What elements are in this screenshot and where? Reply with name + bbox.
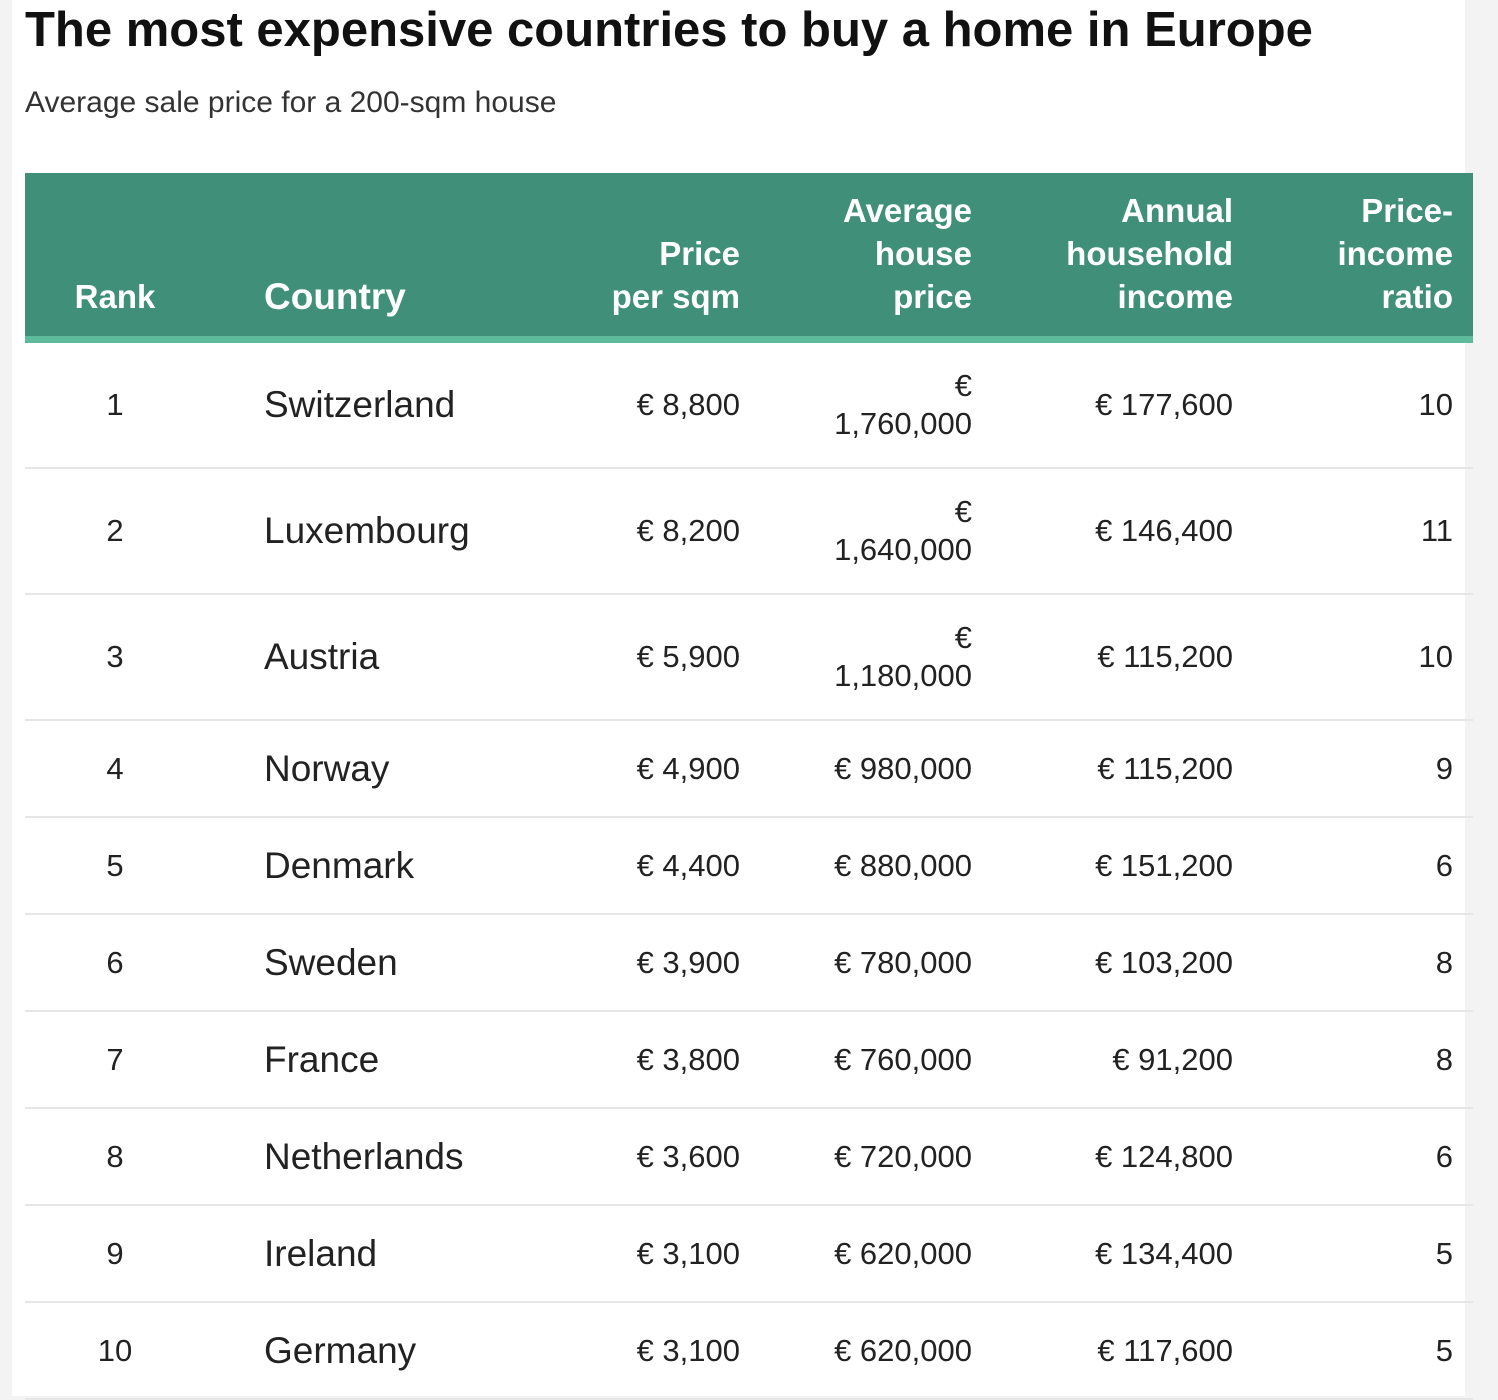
cell: € 4,900 [580, 720, 760, 818]
cell: € 103,200 [992, 914, 1253, 1012]
header-line: household [1066, 235, 1233, 272]
cell: € 3,800 [580, 1011, 760, 1109]
table-row: 1 Switzerland € 8,800 € 1,760,000 € 177,600 1… [25, 339, 1473, 469]
cell: € 1,640,000 [760, 468, 992, 595]
subtitle: Average sale price for a 200-sqm house [25, 86, 557, 119]
cell: 8 [1253, 914, 1473, 1012]
cell: € 134,400 [992, 1205, 1253, 1303]
cell: Sweden [205, 914, 580, 1012]
cell: € 117,600 [992, 1302, 1253, 1400]
table-row: 8 Netherlands € 3,600 € 720,000 € 124,800 6 [25, 1108, 1473, 1206]
table-row: 2 Luxembourg € 8,200 € 1,640,000 € 146,400 11 [25, 468, 1473, 595]
header-line: Price- [1361, 192, 1453, 229]
cell: 2 [25, 468, 205, 595]
cell: France [205, 1011, 580, 1109]
cell: 3 [25, 594, 205, 721]
table-row: 3 Austria € 5,900 € 1,180,000 € 115,200 10 [25, 594, 1473, 721]
column-header: Rank [25, 173, 205, 343]
cell: 8 [25, 1108, 205, 1206]
column-header: Price per sqm [580, 173, 760, 343]
cell: € 620,000 [760, 1205, 992, 1303]
cell: 1 [25, 339, 205, 469]
cell: € 3,100 [580, 1205, 760, 1303]
cell: Switzerland [205, 339, 580, 469]
cell: € 1,180,000 [760, 594, 992, 721]
cell: € 880,000 [760, 817, 992, 915]
cell: € 3,900 [580, 914, 760, 1012]
cell: 5 [1253, 1205, 1473, 1303]
table-row: 7 France € 3,800 € 760,000 € 91,200 8 [25, 1011, 1473, 1109]
column-header: Price-income ratio [1253, 173, 1473, 343]
cell: Germany [205, 1302, 580, 1400]
header-line: ratio [1381, 278, 1453, 315]
header-line: per sqm [611, 278, 740, 315]
table-row: 6 Sweden € 3,900 € 780,000 € 103,200 8 [25, 914, 1473, 1012]
table: Rank Country Price per sqm Average house price… [25, 173, 1473, 1400]
header-line: Price [659, 235, 740, 272]
table-body: 1 Switzerland € 8,800 € 1,760,000 € 177,600 1… [25, 339, 1473, 1400]
cell: 8 [1253, 1011, 1473, 1109]
cell: € 8,200 [580, 468, 760, 595]
cell: 5 [25, 817, 205, 915]
header-line: house [874, 235, 972, 272]
cell: € 3,600 [580, 1108, 760, 1206]
cell: € 146,400 [992, 468, 1253, 595]
cell: Netherlands [205, 1108, 580, 1206]
table-row: 9 Ireland € 3,100 € 620,000 € 134,400 5 [25, 1205, 1473, 1303]
cell: € 124,800 [992, 1108, 1253, 1206]
cell: € 980,000 [760, 720, 992, 818]
cell: Denmark [205, 817, 580, 915]
cell: Austria [205, 594, 580, 721]
cell: € 177,600 [992, 339, 1253, 469]
cell: € 5,900 [580, 594, 760, 721]
cell: 10 [1253, 339, 1473, 469]
cell: 9 [1253, 720, 1473, 818]
card: The most expensive countries to buy a ho… [12, 0, 1473, 1400]
table-row: 4 Norway € 4,900 € 980,000 € 115,200 9 [25, 720, 1473, 818]
header-line: income [1337, 235, 1453, 272]
table-row: 5 Denmark € 4,400 € 880,000 € 151,200 6 [25, 817, 1473, 915]
cell: Ireland [205, 1205, 580, 1303]
cell: 5 [1253, 1302, 1473, 1400]
cell: 9 [25, 1205, 205, 1303]
cell: 10 [1253, 594, 1473, 721]
cell: € 760,000 [760, 1011, 992, 1109]
header-line: Rank [74, 278, 156, 315]
column-header: Annual household income [992, 173, 1253, 343]
cell: 11 [1253, 468, 1473, 595]
cell: Norway [205, 720, 580, 818]
title: The most expensive countries to buy a ho… [25, 3, 1313, 57]
cell: 7 [25, 1011, 205, 1109]
cell: € 4,400 [580, 817, 760, 915]
cell: 10 [25, 1302, 205, 1400]
cell: 6 [25, 914, 205, 1012]
cell: € 780,000 [760, 914, 992, 1012]
cell: € 151,200 [992, 817, 1253, 915]
cell: € 3,100 [580, 1302, 760, 1400]
cell: € 1,760,000 [760, 339, 992, 469]
cell: € 620,000 [760, 1302, 992, 1400]
column-header: Country [205, 173, 580, 343]
column-header: Average house price [760, 173, 992, 343]
header-row: Rank Country Price per sqm Average house price… [25, 173, 1473, 343]
header-line: Country [264, 276, 406, 317]
cell: € 115,200 [992, 720, 1253, 818]
cell: € 115,200 [992, 594, 1253, 721]
header-line: price [893, 278, 972, 315]
cell: € 91,200 [992, 1011, 1253, 1109]
header-line: Average [842, 192, 972, 229]
header-line: Annual [1121, 192, 1233, 229]
cell: € 720,000 [760, 1108, 992, 1206]
cell: 6 [1253, 1108, 1473, 1206]
cell: € 8,800 [580, 339, 760, 469]
header-line: income [1117, 278, 1233, 315]
cell: 4 [25, 720, 205, 818]
cell: 6 [1253, 817, 1473, 915]
cell: Luxembourg [205, 468, 580, 595]
table-row: 10 Germany € 3,100 € 620,000 € 117,600 5 [25, 1302, 1473, 1400]
